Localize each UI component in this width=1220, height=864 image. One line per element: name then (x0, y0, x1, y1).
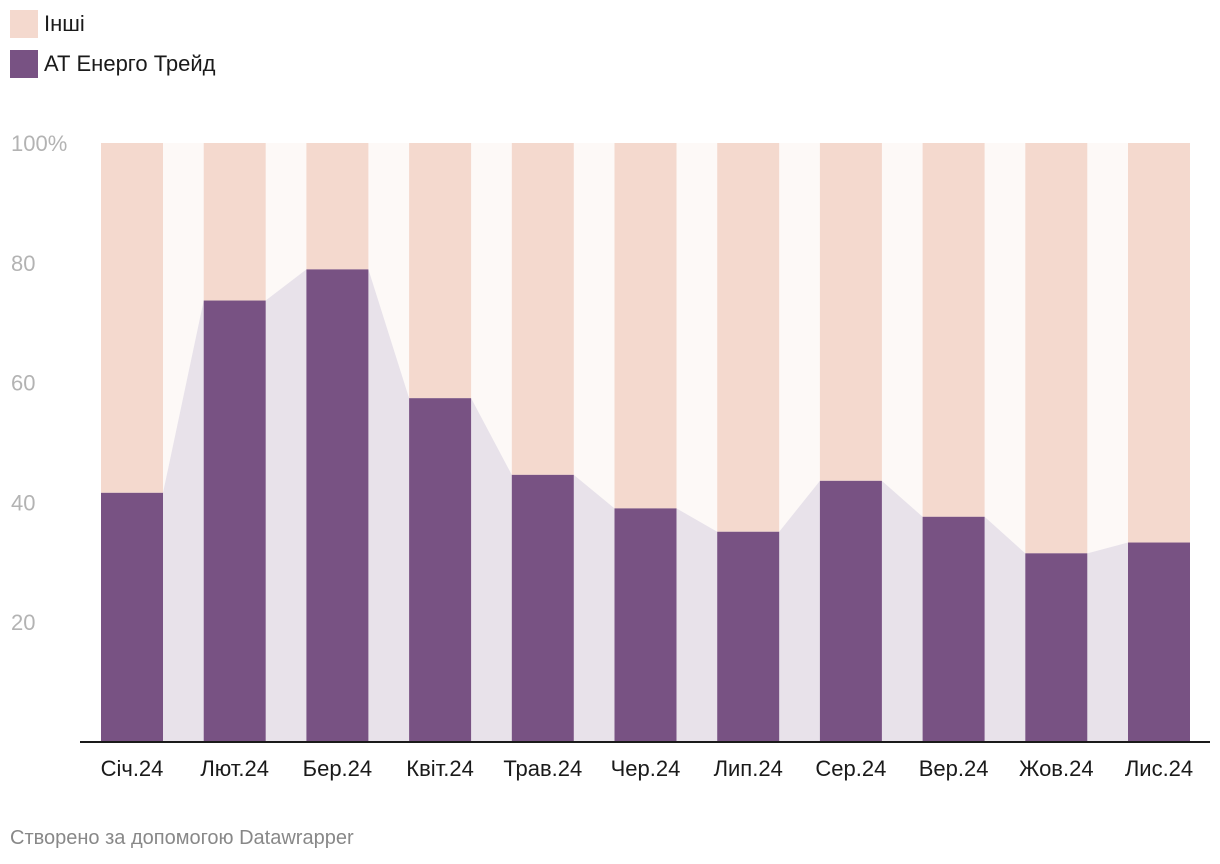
bar-energo-trade-11 (1128, 542, 1190, 742)
bar-energo-trade-1 (101, 492, 163, 742)
legend-swatch-others (10, 10, 38, 38)
x-tick-label-1: Січ.24 (101, 756, 164, 781)
bar-energo-trade-5 (511, 474, 574, 742)
connector-area-others-4 (471, 143, 512, 475)
bar-energo-trade-2 (203, 300, 266, 742)
bar-energo-trade-6 (614, 508, 677, 742)
connector-area-energo-1 (163, 300, 204, 742)
bar-energo-trade-3 (306, 269, 369, 742)
connector-area-energo-10 (1087, 542, 1128, 742)
connector-area-energo-8 (881, 480, 923, 742)
bar-others-3 (306, 143, 369, 270)
y-tick-label-40: 40 (11, 490, 35, 515)
x-axis-labels: Січ.24 Лют.24 Бер.24 Квіт.24 Трав.24 Чер.24 Ли… (101, 756, 1194, 781)
connector-area-others-5 (573, 143, 615, 509)
bar-others-8 (819, 143, 882, 481)
x-tick-label-3: Бер.24 (303, 756, 373, 781)
connector-area-others-10 (1087, 143, 1128, 554)
bar-energo-trade-8 (819, 480, 882, 742)
connector-area-others-9 (984, 143, 1026, 554)
x-tick-label-11: Лис.24 (1125, 756, 1193, 781)
x-tick-label-5: Трав.24 (503, 756, 582, 781)
x-tick-label-4: Квіт.24 (406, 756, 474, 781)
connector-area-energo-5 (573, 474, 615, 742)
x-tick-label-8: Сер.24 (815, 756, 886, 781)
legend-label-others: Інші (44, 11, 85, 36)
connector-area-others-2 (265, 143, 307, 301)
x-tick-label-6: Чер.24 (611, 756, 681, 781)
footer-credit: Створено за допомогою Datawrapper (10, 827, 354, 849)
bar-energo-trade-10 (1025, 553, 1088, 742)
legend-label-energo-trade: АТ Енерго Трейд (44, 51, 216, 76)
y-tick-label-20: 20 (11, 610, 35, 635)
connector-area-others-7 (779, 143, 820, 532)
connector-area-energo-7 (779, 480, 820, 742)
bar-others-4 (409, 143, 472, 399)
bar-layer (101, 143, 1190, 742)
y-tick-label-100: 100% (11, 131, 67, 156)
bar-others-6 (614, 143, 677, 509)
connector-area-others-8 (881, 143, 923, 517)
bar-energo-trade-7 (717, 531, 780, 742)
connector-area-energo-3 (368, 269, 410, 742)
x-tick-label-9: Вер.24 (919, 756, 989, 781)
connector-area-others-3 (368, 143, 410, 399)
x-tick-label-10: Жов.24 (1019, 756, 1094, 781)
connector-area-others-6 (676, 143, 718, 532)
bar-others-10 (1025, 143, 1088, 554)
bar-energo-trade-4 (409, 398, 472, 742)
bar-others-9 (922, 143, 985, 517)
x-tick-label-7: Лип.24 (714, 756, 783, 781)
x-tick-label-2: Лют.24 (200, 756, 269, 781)
connector-area-energo-2 (265, 269, 307, 742)
y-tick-label-60: 60 (11, 371, 35, 396)
bar-others-11 (1128, 143, 1190, 543)
legend-item-others: Інші (10, 10, 216, 38)
connector-area-others-1 (163, 143, 204, 493)
bar-energo-trade-9 (922, 516, 985, 742)
connector-area-energo-9 (984, 516, 1026, 742)
legend-item-energo-trade: АТ Енерго Трейд (10, 50, 216, 78)
bar-others-7 (717, 143, 780, 532)
bar-others-2 (203, 143, 266, 301)
legend: Інші АТ Енерго Трейд (10, 10, 216, 90)
connector-area-energo-6 (676, 508, 718, 742)
bar-others-5 (511, 143, 574, 475)
y-axis-ticks: 100% 80 60 40 20 (11, 131, 67, 635)
bar-others-1 (101, 143, 163, 493)
connector-area-energo-4 (471, 398, 512, 742)
y-tick-label-80: 80 (11, 251, 35, 276)
stacked-bar-chart: 100% 80 60 40 20 Січ.24 Лют.24 Бер.24 Квіт.24 Тр… (11, 131, 1210, 781)
area-layer (163, 143, 1128, 742)
legend-swatch-energo-trade (10, 50, 38, 78)
